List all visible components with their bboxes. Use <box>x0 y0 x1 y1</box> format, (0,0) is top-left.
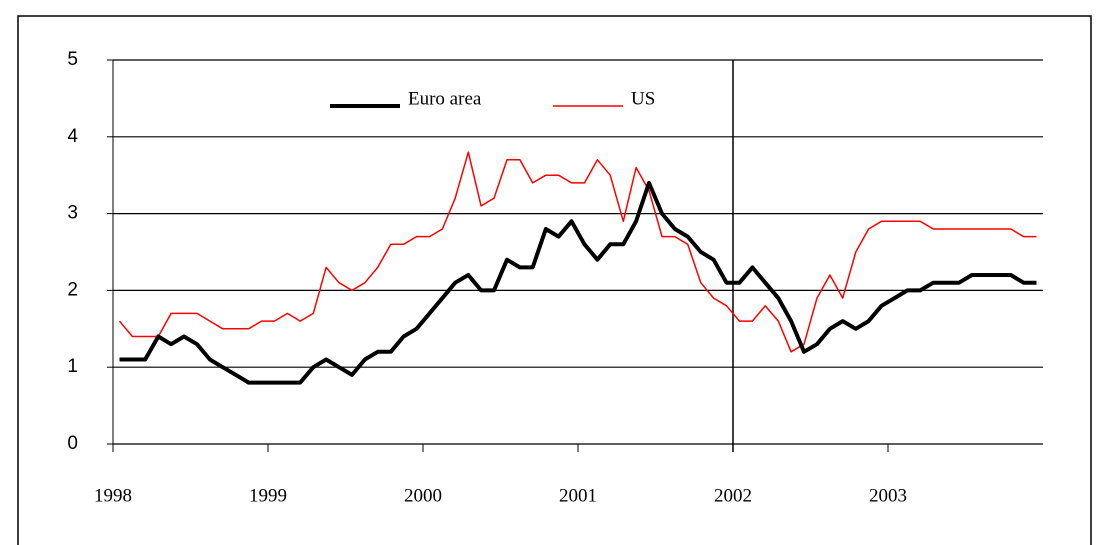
series-line <box>118 151 1037 353</box>
x-tick-label: 2002 <box>714 485 752 506</box>
y-tick-label: 0 <box>67 433 78 454</box>
x-tick-label: 1998 <box>94 485 132 506</box>
legend-label: Euro area <box>408 88 482 109</box>
series-line <box>119 180 1037 385</box>
y-tick-label: 4 <box>67 126 78 147</box>
y-tick-label: 1 <box>67 356 78 377</box>
y-tick-label: 5 <box>67 49 78 70</box>
x-tick-label: 1999 <box>249 485 287 506</box>
x-tick-label: 2003 <box>869 485 907 506</box>
y-tick-label: 3 <box>67 203 78 224</box>
frame <box>17 15 1092 545</box>
legend-label: US <box>631 88 655 109</box>
y-tick-label: 2 <box>67 279 78 300</box>
x-tick-label: 2000 <box>404 485 442 506</box>
x-tick-label: 2001 <box>559 485 597 506</box>
